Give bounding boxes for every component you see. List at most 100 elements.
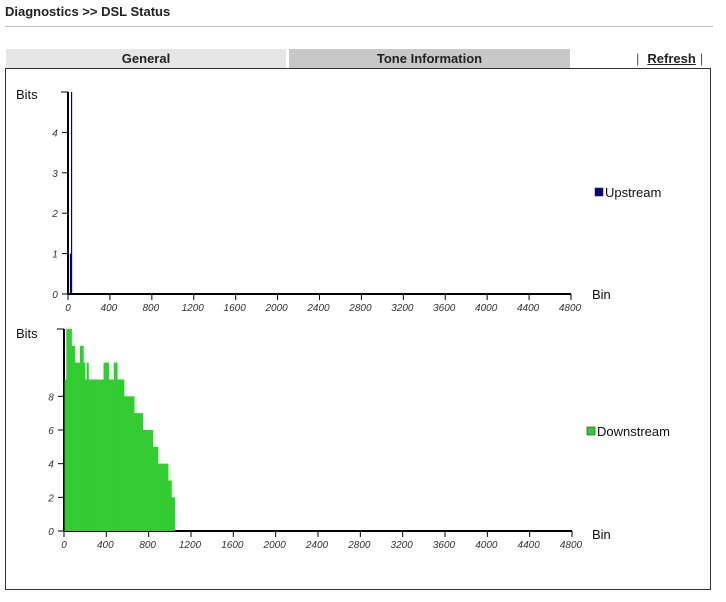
- downstream-bar: [73, 345, 76, 531]
- downstream-y-tick-label: 0: [48, 527, 54, 538]
- downstream-bar: [150, 430, 154, 531]
- upstream-x-tick-label: 2400: [306, 303, 330, 314]
- downstream-x-tick-label: 1200: [179, 540, 202, 551]
- downstream-bar: [117, 379, 120, 531]
- downstream-bar: [172, 497, 176, 531]
- upstream-x-tick-label: 800: [142, 303, 159, 314]
- upstream-y-tick-label: 3: [52, 169, 58, 180]
- downstream-bar: [137, 413, 140, 531]
- downstream-bar: [132, 396, 135, 531]
- downstream-bar: [78, 362, 81, 531]
- downstream-bar: [86, 362, 89, 531]
- downstream-bar: [110, 379, 113, 531]
- downstream-bar: [145, 430, 149, 531]
- downstream-bar: [88, 379, 91, 531]
- downstream-bar: [96, 379, 99, 531]
- downstream-bar: [115, 362, 118, 531]
- downstream-bar: [103, 362, 106, 531]
- downstream-bar: [66, 329, 69, 531]
- upstream-legend-swatch: [594, 187, 604, 197]
- upstream-bar: [69, 253, 72, 294]
- downstream-bar: [125, 396, 128, 531]
- downstream-bar: [171, 497, 174, 531]
- upstream-x-tick-label: 2000: [264, 303, 288, 314]
- downstream-bar: [69, 329, 72, 531]
- downstream-bar: [100, 379, 103, 531]
- downstream-bar: [118, 379, 121, 531]
- upstream-y-axis-label: Bits: [16, 87, 38, 102]
- downstream-bar: [113, 362, 116, 531]
- upstream-y-tick-label: 1: [52, 250, 58, 261]
- downstream-legend-label: Downstream: [597, 424, 670, 439]
- downstream-bar: [134, 413, 137, 531]
- downstream-y-tick-label: 6: [48, 426, 54, 437]
- downstream-x-tick-label: 800: [139, 540, 156, 551]
- downstream-bar: [106, 362, 110, 531]
- upstream-y-tick-label: 4: [52, 128, 58, 139]
- downstream-bar: [157, 463, 160, 531]
- downstream-x-tick-label: 3200: [391, 540, 414, 551]
- downstream-bar: [162, 463, 166, 531]
- downstream-bar: [169, 480, 172, 531]
- upstream-legend-label: Upstream: [605, 185, 661, 200]
- downstream-bar: [108, 379, 111, 531]
- downstream-bar: [149, 430, 152, 531]
- downstream-bar: [91, 379, 94, 531]
- downstream-x-axis-label: Bin: [592, 527, 611, 542]
- downstream-x-tick-label: 2000: [263, 540, 287, 551]
- downstream-bar: [147, 430, 150, 531]
- upstream-x-tick-label: 3200: [391, 303, 414, 314]
- downstream-bar: [93, 379, 96, 531]
- upstream-x-tick-label: 0: [65, 303, 71, 314]
- tab-tone-information[interactable]: Tone Information: [289, 49, 570, 69]
- downstream-x-tick-label: 3600: [433, 540, 456, 551]
- downstream-bar: [67, 329, 71, 531]
- downstream-x-tick-label: 4800: [560, 540, 583, 551]
- downstream-x-tick-label: 1600: [221, 540, 244, 551]
- downstream-bar: [79, 345, 83, 531]
- downstream-bar: [127, 396, 130, 531]
- upstream-x-tick-label: 2800: [348, 303, 372, 314]
- page-title: Diagnostics >> DSL Status: [5, 4, 171, 19]
- refresh-area: | Refresh |: [636, 51, 703, 66]
- upstream-x-tick-label: 4000: [475, 303, 498, 314]
- downstream-bar: [89, 379, 93, 531]
- downstream-bar: [95, 379, 98, 531]
- downstream-bar: [130, 396, 133, 531]
- downstream-bar: [161, 463, 164, 531]
- downstream-x-tick-label: 2400: [305, 540, 329, 551]
- downstream-bar: [128, 396, 132, 531]
- downstream-y-axis-label: Bits: [16, 326, 38, 341]
- downstream-bar: [81, 345, 84, 531]
- downstream-bar: [64, 379, 67, 531]
- upstream-x-tick-label: 4800: [559, 303, 582, 314]
- downstream-bar: [167, 480, 171, 531]
- downstream-bar: [166, 463, 169, 531]
- upstream-x-tick-label: 1600: [224, 303, 247, 314]
- upstream-y-tick-label: 0: [52, 290, 58, 301]
- downstream-bar: [144, 430, 147, 531]
- upstream-x-tick-label: 400: [101, 303, 118, 314]
- downstream-bar: [83, 362, 86, 531]
- refresh-link[interactable]: Refresh: [647, 51, 696, 66]
- title-divider: [5, 26, 713, 27]
- downstream-y-tick-label: 4: [48, 460, 54, 471]
- downstream-x-tick-label: 4400: [518, 540, 541, 551]
- downstream-bar: [120, 379, 123, 531]
- refresh-separator-right: |: [699, 51, 704, 66]
- downstream-bar: [123, 396, 127, 531]
- downstream-bar: [135, 413, 138, 531]
- downstream-bar: [140, 413, 143, 531]
- upstream-x-axis-label: Bin: [592, 287, 611, 302]
- tab-general[interactable]: General: [6, 49, 286, 69]
- tone-information-panel: Bits Bin 0 1 2 3 4 0 400 800 1200 1600 2000 2400 2800 3…: [5, 68, 711, 590]
- downstream-bar: [139, 413, 142, 531]
- downstream-bar: [112, 379, 115, 531]
- downstream-bar: [76, 362, 79, 531]
- downstream-x-tick-label: 0: [61, 540, 67, 551]
- downstream-bar: [152, 446, 155, 531]
- upstream-bar: [70, 92, 73, 294]
- upstream-x-tick-label: 3600: [433, 303, 456, 314]
- upstream-x-tick-label: 4400: [517, 303, 540, 314]
